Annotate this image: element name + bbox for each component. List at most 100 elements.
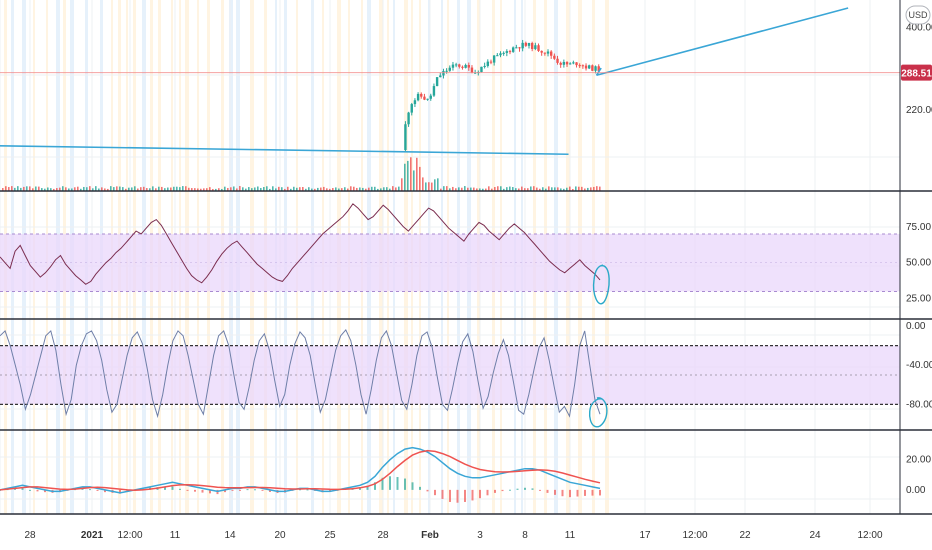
volume-bar	[86, 187, 88, 191]
candle-body	[496, 55, 499, 57]
volume-bar	[68, 188, 70, 191]
macd-histogram-bar	[261, 489, 264, 491]
volume-bar	[545, 188, 547, 191]
volume-bar	[140, 187, 142, 191]
volume-bar	[572, 188, 574, 191]
x-tick-label: Feb	[421, 530, 439, 541]
macd-histogram-bar	[441, 489, 444, 499]
candle-body	[464, 64, 467, 68]
volume-bar	[299, 187, 301, 191]
volume-bar	[212, 188, 214, 191]
volume-bar	[314, 188, 316, 191]
macd-histogram-bar	[546, 489, 549, 493]
volume-bar	[515, 188, 517, 191]
currency-button[interactable]: USD	[905, 5, 931, 25]
candle-body	[420, 93, 423, 97]
macd-histogram-bar	[381, 477, 384, 490]
volume-bar	[2, 188, 4, 191]
volume-bar	[323, 186, 325, 191]
volume-bar	[518, 188, 520, 191]
candle-body	[467, 64, 470, 68]
macd-histogram-bar	[44, 489, 46, 493]
volume-bar	[119, 186, 121, 191]
candle-body	[524, 42, 528, 46]
volume-bar	[524, 188, 526, 191]
volume-bar	[236, 188, 238, 191]
volume-bar	[98, 188, 100, 191]
volume-bar	[308, 187, 310, 191]
macd-histogram-bar	[231, 489, 234, 491]
macd-histogram-bar	[254, 489, 256, 491]
volume-bar	[131, 187, 133, 191]
rsi-y-tick: 25.00	[906, 294, 931, 305]
volume-bar	[302, 187, 304, 191]
volume-bar	[83, 186, 85, 191]
volume-bar	[446, 186, 448, 191]
volume-bar	[59, 187, 61, 191]
volume-bar	[230, 187, 232, 191]
volume-bar	[425, 182, 427, 191]
candle-body	[594, 66, 597, 71]
candle-body	[461, 66, 464, 68]
macd-histogram-bar	[404, 478, 406, 490]
macd-histogram-bar	[434, 489, 436, 496]
macd-histogram-bar	[21, 487, 24, 490]
macd-histogram-bar	[486, 489, 489, 496]
volume-bar	[530, 186, 532, 191]
volume-bar	[176, 186, 178, 191]
grid	[0, 0, 900, 514]
candle-body	[521, 42, 524, 49]
price-pane[interactable]	[0, 7, 900, 191]
volume-bar	[14, 187, 16, 191]
volume-bar	[239, 186, 241, 191]
volume-bar	[260, 188, 262, 191]
volume-bar	[482, 188, 484, 191]
rsi-pane[interactable]	[0, 203, 601, 285]
stochastic-y-tick: -40.00	[906, 360, 932, 371]
volume-bar	[194, 188, 196, 191]
volume-bar	[257, 186, 259, 191]
volume-bar	[560, 188, 562, 191]
last-price-label: 288.51	[901, 69, 932, 80]
macd-pane[interactable]	[0, 446, 601, 503]
volume-bar	[200, 188, 202, 191]
macd-histogram-bar	[366, 485, 369, 490]
macd-histogram-bar	[36, 489, 39, 492]
candle-body	[556, 58, 559, 63]
volume-bar	[17, 186, 19, 191]
candle-body	[508, 51, 512, 53]
volume-bar	[344, 187, 346, 191]
volume-bar	[110, 186, 112, 191]
volume-bar	[185, 186, 187, 191]
volume-bar	[182, 186, 184, 191]
volume-bar	[71, 188, 73, 191]
candle-body	[483, 65, 486, 67]
macd-histogram-bar	[516, 488, 519, 490]
volume-bar	[503, 188, 505, 191]
volume-bar	[158, 186, 160, 191]
volume-bar	[53, 188, 55, 191]
volume-bar	[197, 188, 199, 191]
volume-bar	[47, 187, 49, 191]
volume-bar	[437, 178, 439, 191]
volume-bar	[107, 188, 109, 191]
x-tick-label: 14	[224, 530, 236, 541]
macd-histogram-bar	[239, 489, 241, 491]
stochastic-pane[interactable]	[0, 328, 601, 419]
volume-bar	[278, 186, 280, 191]
volume-bar	[392, 186, 394, 191]
macd-histogram-bar	[179, 488, 181, 490]
volume-bar	[311, 188, 313, 191]
price-y-tick: 220.00	[906, 105, 932, 116]
macd-histogram-bar	[509, 489, 511, 491]
candle-body	[454, 64, 458, 66]
macd-histogram-bar	[531, 488, 534, 490]
volume-bar	[191, 188, 193, 191]
volume-bar	[104, 188, 106, 191]
macd-histogram-bar	[554, 489, 556, 495]
volume-bar	[242, 187, 244, 191]
candle-body	[578, 65, 581, 67]
volume-bar	[521, 186, 523, 191]
volume-bar	[167, 187, 169, 191]
